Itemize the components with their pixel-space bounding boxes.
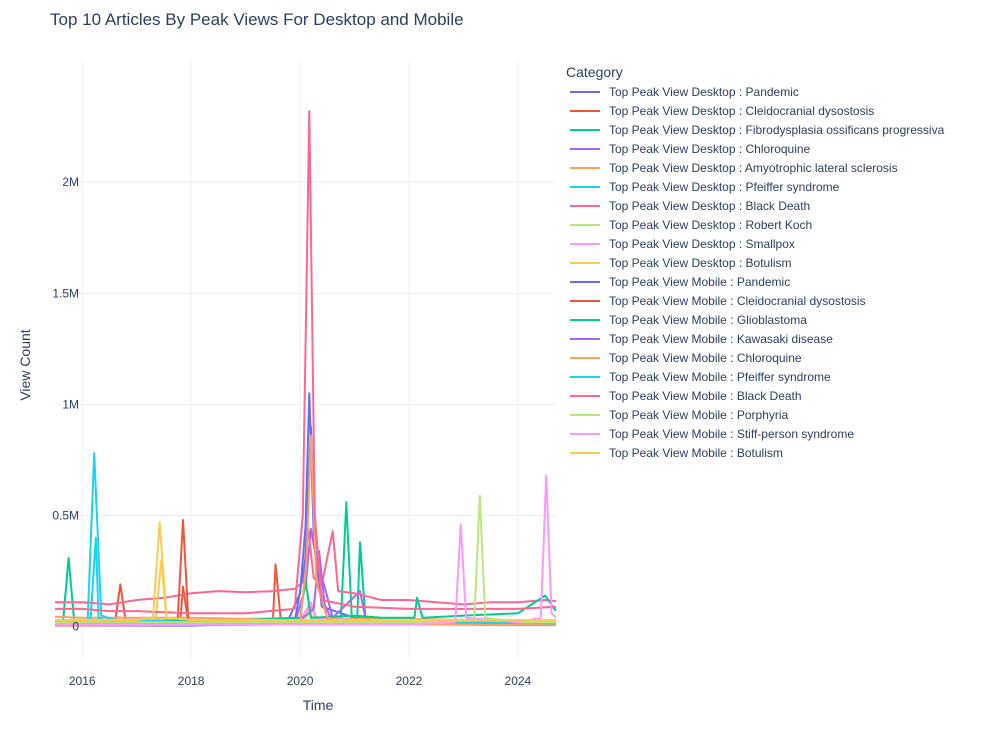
x-tick-label: 2020 bbox=[287, 674, 314, 688]
y-tick-label: 0 bbox=[72, 620, 79, 634]
legend-swatch bbox=[570, 223, 600, 226]
legend-swatch bbox=[570, 394, 600, 397]
legend-item[interactable]: Top Peak View Mobile : Cleidocranial dys… bbox=[566, 291, 944, 310]
legend-item[interactable]: Top Peak View Mobile : Botulism bbox=[566, 443, 944, 462]
y-tick-label: 2M bbox=[62, 175, 79, 189]
legend-item[interactable]: Top Peak View Desktop : Amyotrophic late… bbox=[566, 158, 944, 177]
legend-label: Top Peak View Mobile : Cleidocranial dys… bbox=[609, 293, 866, 308]
legend-items: Top Peak View Desktop : Pandemic Top Peak… bbox=[566, 82, 944, 462]
legend-swatch bbox=[570, 185, 600, 188]
series-line bbox=[55, 474, 556, 626]
legend-label: Top Peak View Mobile : Pandemic bbox=[609, 274, 791, 289]
legend-swatch bbox=[570, 280, 600, 283]
legend-label: Top Peak View Desktop : Pandemic bbox=[609, 84, 799, 99]
chart-title: Top 10 Articles By Peak Views For Deskto… bbox=[50, 10, 464, 29]
legend-item[interactable]: Top Peak View Desktop : Botulism bbox=[566, 253, 944, 272]
y-tick-label: 0.5M bbox=[52, 509, 79, 523]
series-line bbox=[55, 521, 556, 621]
legend-swatch bbox=[570, 204, 600, 207]
legend-swatch bbox=[570, 413, 600, 416]
legend-item[interactable]: Top Peak View Desktop : Smallpox bbox=[566, 234, 944, 253]
legend-swatch bbox=[570, 128, 600, 131]
legend-swatch bbox=[570, 299, 600, 302]
x-tick-label: 2016 bbox=[69, 674, 96, 688]
x-axis-ticks: 2016 2018 2020 2022 2024 bbox=[69, 674, 532, 688]
legend-item[interactable]: Top Peak View Desktop : Pfeiffer syndrom… bbox=[566, 177, 944, 196]
legend-item[interactable]: Top Peak View Mobile : Porphyria bbox=[566, 405, 944, 424]
legend-swatch bbox=[570, 375, 600, 378]
legend-item[interactable]: Top Peak View Mobile : Chloroquine bbox=[566, 348, 944, 367]
legend-item[interactable]: Top Peak View Desktop : Chloroquine bbox=[566, 139, 944, 158]
legend-label: Top Peak View Mobile : Stiff-person synd… bbox=[609, 426, 855, 441]
legend-swatch bbox=[570, 261, 600, 264]
legend-item[interactable]: Top Peak View Desktop : Cleidocranial dy… bbox=[566, 101, 944, 120]
y-axis-ticks: 0 0.5M 1M 1.5M 2M bbox=[52, 175, 79, 633]
legend-label: Top Peak View Desktop : Amyotrophic late… bbox=[609, 160, 898, 175]
legend-title: Category bbox=[566, 64, 623, 80]
legend-label: Top Peak View Desktop : Black Death bbox=[609, 198, 811, 213]
legend-label: Top Peak View Desktop : Chloroquine bbox=[609, 141, 811, 156]
legend-label: Top Peak View Mobile : Glioblastoma bbox=[609, 312, 807, 327]
series-line bbox=[55, 579, 556, 623]
legend-label: Top Peak View Desktop : Pfeiffer syndrom… bbox=[609, 179, 840, 194]
legend-item[interactable]: Top Peak View Mobile : Pandemic bbox=[566, 272, 944, 291]
series-lines bbox=[55, 110, 556, 627]
legend-swatch bbox=[570, 166, 600, 169]
legend-label: Top Peak View Desktop : Robert Koch bbox=[609, 217, 813, 232]
legend-item[interactable]: Top Peak View Desktop : Pandemic bbox=[566, 82, 944, 101]
x-axis-label: Time bbox=[303, 697, 334, 713]
x-tick-label: 2018 bbox=[178, 674, 205, 688]
series-line bbox=[55, 110, 556, 615]
legend-label: Top Peak View Desktop : Fibrodysplasia o… bbox=[609, 122, 945, 137]
legend-swatch bbox=[570, 90, 600, 93]
legend-swatch bbox=[570, 109, 600, 112]
legend-label: Top Peak View Mobile : Pfeiffer syndrome bbox=[609, 369, 831, 384]
legend-item[interactable]: Top Peak View Mobile : Pfeiffer syndrome bbox=[566, 367, 944, 386]
x-tick-label: 2022 bbox=[396, 674, 423, 688]
legend-label: Top Peak View Desktop : Botulism bbox=[609, 255, 792, 270]
x-tick-label: 2024 bbox=[505, 674, 532, 688]
y-axis-label: View Count bbox=[17, 329, 33, 400]
legend-label: Top Peak View Mobile : Chloroquine bbox=[609, 350, 802, 365]
legend-item[interactable]: Top Peak View Desktop : Fibrodysplasia o… bbox=[566, 120, 944, 139]
legend-label: Top Peak View Mobile : Black Death bbox=[609, 388, 802, 403]
legend-swatch bbox=[570, 451, 600, 454]
legend-item[interactable]: Top Peak View Mobile : Stiff-person synd… bbox=[566, 424, 944, 443]
legend-label: Top Peak View Mobile : Kawasaki disease bbox=[609, 331, 833, 346]
legend-label: Top Peak View Mobile : Porphyria bbox=[609, 407, 789, 422]
legend: Category Top Peak View Desktop : Pandemi… bbox=[566, 64, 944, 462]
legend-swatch bbox=[570, 432, 600, 435]
legend-label: Top Peak View Mobile : Botulism bbox=[609, 445, 783, 460]
legend-item[interactable]: Top Peak View Desktop : Black Death bbox=[566, 196, 944, 215]
legend-swatch bbox=[570, 242, 600, 245]
legend-item[interactable]: Top Peak View Mobile : Glioblastoma bbox=[566, 310, 944, 329]
legend-swatch bbox=[570, 147, 600, 150]
legend-swatch bbox=[570, 337, 600, 340]
legend-swatch bbox=[570, 318, 600, 321]
legend-item[interactable]: Top Peak View Desktop : Robert Koch bbox=[566, 215, 944, 234]
legend-label: Top Peak View Desktop : Cleidocranial dy… bbox=[609, 103, 875, 118]
legend-swatch bbox=[570, 356, 600, 359]
legend-label: Top Peak View Desktop : Smallpox bbox=[609, 236, 795, 251]
y-tick-label: 1M bbox=[62, 397, 79, 411]
legend-item[interactable]: Top Peak View Mobile : Kawasaki disease bbox=[566, 329, 944, 348]
legend-item[interactable]: Top Peak View Mobile : Black Death bbox=[566, 386, 944, 405]
y-tick-label: 1.5M bbox=[52, 286, 79, 300]
